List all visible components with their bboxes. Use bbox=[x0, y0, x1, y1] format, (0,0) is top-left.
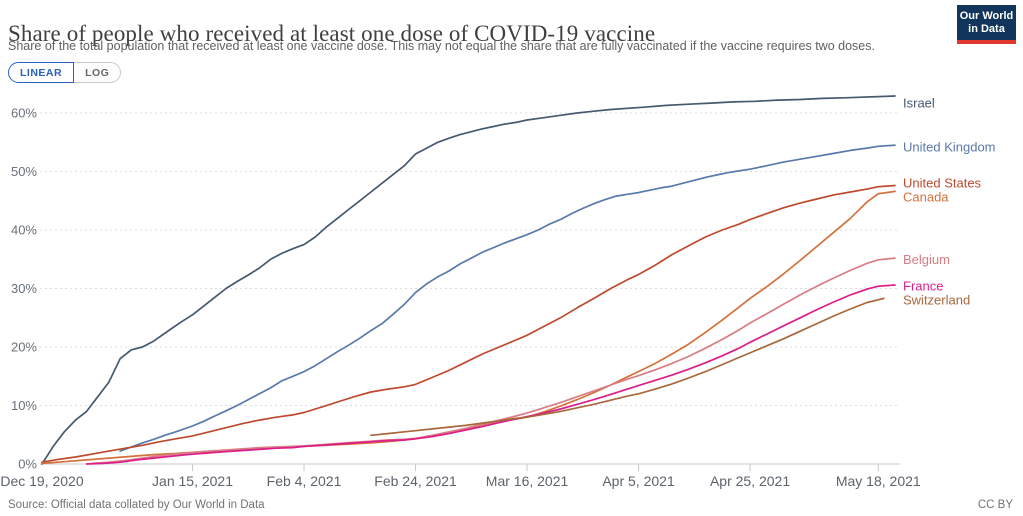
x-tick-label: Mar 16, 2021 bbox=[486, 473, 569, 489]
y-tick-label: 20% bbox=[11, 340, 37, 355]
line-belgium[interactable] bbox=[91, 257, 896, 465]
legend-label-canada[interactable]: Canada bbox=[903, 190, 949, 205]
y-tick-label: 50% bbox=[11, 164, 37, 179]
log-scale-button[interactable]: LOG bbox=[74, 62, 122, 83]
legend-label-france[interactable]: France bbox=[903, 279, 943, 294]
line-canada[interactable] bbox=[41, 190, 896, 465]
owid-logo-line1: Our World bbox=[959, 10, 1014, 22]
chart-svg[interactable]: 0% 10% 20% 30% 40% 50% 60% Dec 19, 2020 Jan 15, … bbox=[0, 88, 1023, 498]
y-tick-label: 40% bbox=[11, 223, 37, 238]
source-note: Source: Official data collated by Our Wo… bbox=[8, 499, 265, 511]
x-tick-label: Feb 24, 2021 bbox=[374, 473, 457, 489]
line-united-kingdom[interactable] bbox=[119, 144, 896, 452]
chart-subtitle: Share of the total population that recei… bbox=[8, 39, 875, 53]
x-tick-label: Apr 25, 2021 bbox=[710, 473, 790, 489]
legend-label-belgium[interactable]: Belgium bbox=[903, 252, 950, 267]
page-title: Share of people who received at least on… bbox=[8, 21, 656, 47]
legend-label-united-kingdom[interactable]: United Kingdom bbox=[903, 139, 996, 154]
legend-label-israel[interactable]: Israel bbox=[903, 96, 935, 111]
line-switzerland[interactable] bbox=[370, 297, 885, 437]
line-united-states[interactable] bbox=[41, 184, 896, 464]
y-tick-label: 30% bbox=[11, 281, 37, 296]
x-tick-label: Apr 5, 2021 bbox=[602, 473, 675, 489]
x-tick-label: May 18, 2021 bbox=[836, 473, 921, 489]
legend-label-switzerland[interactable]: Switzerland bbox=[903, 293, 970, 308]
license-link[interactable]: CC BY bbox=[977, 499, 1013, 511]
y-tick-label: 0% bbox=[18, 457, 37, 472]
line-france[interactable] bbox=[85, 284, 896, 465]
owid-logo[interactable]: Our World in Data bbox=[957, 5, 1016, 44]
legend-label-united-states[interactable]: United States bbox=[903, 176, 982, 191]
x-tick-label: Jan 15, 2021 bbox=[152, 473, 233, 489]
chart-area: 0% 10% 20% 30% 40% 50% 60% Dec 19, 2020 Jan 15, … bbox=[0, 88, 1023, 498]
y-tick-label: 10% bbox=[11, 398, 37, 413]
line-israel[interactable] bbox=[41, 95, 896, 465]
y-tick-label: 60% bbox=[11, 106, 37, 121]
linear-scale-button[interactable]: LINEAR bbox=[8, 62, 75, 83]
owid-logo-line2: in Data bbox=[968, 23, 1005, 35]
scale-toggle: LINEAR LOG bbox=[8, 62, 122, 83]
x-tick-label: Feb 4, 2021 bbox=[267, 473, 342, 489]
x-tick-label: Dec 19, 2020 bbox=[0, 473, 83, 489]
